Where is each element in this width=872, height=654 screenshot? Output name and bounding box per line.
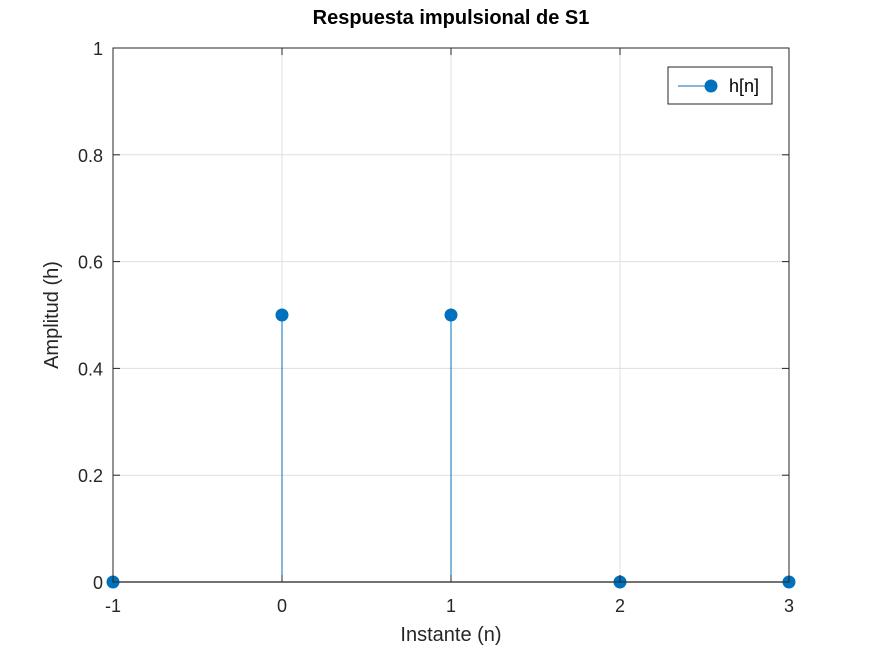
x-tick-labels: -1 0 1 2 3 [105,596,794,616]
stems [281,315,452,582]
stem-marker [275,308,289,322]
y-tick-label: 0.8 [78,146,103,166]
ticks [112,47,790,583]
chart-title: Respuesta impulsional de S1 [313,7,590,29]
y-tick-label: 0.4 [78,359,103,379]
y-tick-label: 1 [93,39,103,59]
y-tick-label: 0 [93,573,103,593]
x-tick-label: 2 [615,596,625,616]
legend-entry-h-n: h[n] [729,76,759,96]
x-tick-label: 3 [784,596,794,616]
y-axis-label: Amplitud (h) [41,261,63,369]
y-tick-label: 0.6 [78,253,103,273]
y-tick-label: 0.2 [78,466,103,486]
x-axis-label: Instante (n) [400,624,501,646]
legend: h[n] [667,66,773,105]
y-tick-labels: 0 0.2 0.4 0.6 0.8 1 [78,39,103,593]
x-tick-label: 1 [446,596,456,616]
stem-marker [444,308,458,322]
x-tick-label: -1 [105,596,121,616]
legend-marker-sample [704,79,718,93]
x-tick-label: 0 [277,596,287,616]
